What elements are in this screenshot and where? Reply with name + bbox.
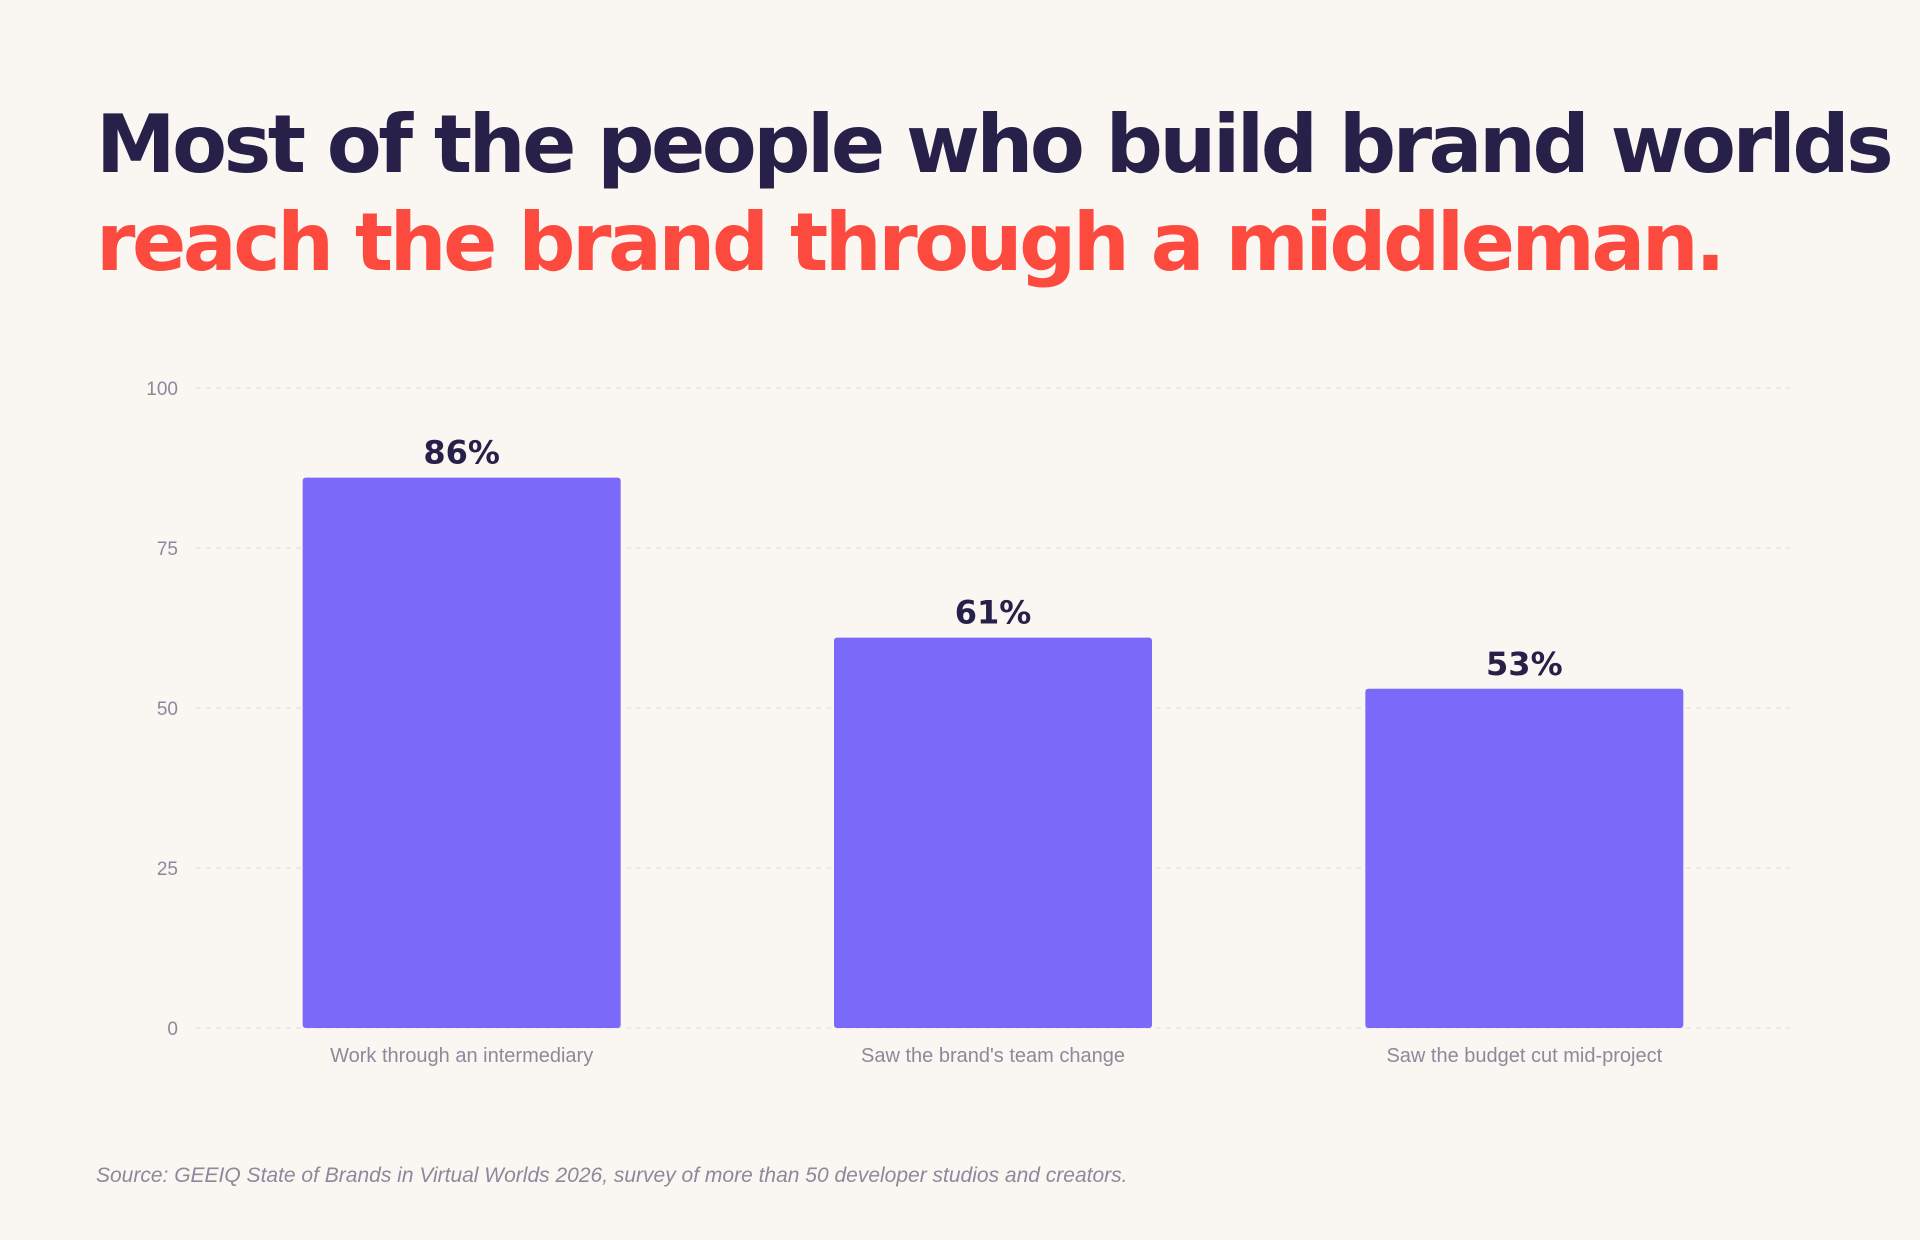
headline-line-1: Most of the people who build brand world… [96, 98, 1894, 191]
headline-line-2-accent: reach the brand through a middleman. [96, 196, 1726, 289]
bar-value-label: 53% [1486, 645, 1563, 683]
y-tick-label: 100 [146, 379, 178, 400]
headline: Most of the people who build brand world… [96, 96, 1894, 292]
category-labels: Work through an intermediary Saw the bran… [330, 1045, 1663, 1067]
y-tick-label: 25 [157, 859, 178, 880]
y-axis-ticks: 0 25 50 75 100 [146, 379, 178, 1040]
bar [1365, 688, 1684, 1028]
y-tick-label: 75 [157, 539, 178, 560]
source-note: Source: GEEIQ State of Brands in Virtual… [96, 1164, 1128, 1187]
y-tick-label: 0 [167, 1019, 178, 1040]
bar-value-label: 86% [423, 434, 500, 472]
bar [302, 477, 621, 1029]
bar-value-label: 61% [955, 594, 1032, 632]
y-tick-label: 50 [157, 699, 178, 720]
category-label: Saw the budget cut mid-project [1386, 1045, 1662, 1067]
category-label: Saw the brand's team change [861, 1045, 1125, 1067]
bars [302, 477, 1684, 1029]
value-labels: 86% 61% 53% [423, 434, 1562, 683]
bar [834, 637, 1152, 1028]
category-label: Work through an intermediary [330, 1045, 593, 1067]
